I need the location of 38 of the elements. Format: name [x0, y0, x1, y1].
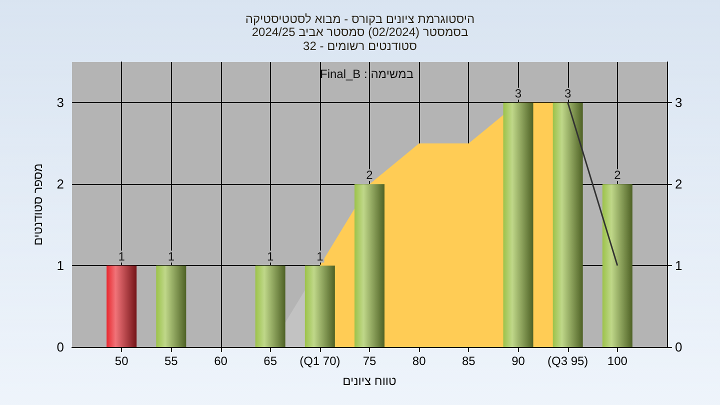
- y-tick-label: 3: [56, 95, 64, 110]
- y2-tick-label: 3: [675, 95, 682, 110]
- bar: [354, 184, 384, 347]
- x-tick-label: 50: [114, 354, 129, 368]
- data-label: 3: [564, 86, 572, 101]
- data-label: 3: [514, 86, 522, 101]
- y-tick-label: 0: [56, 340, 64, 354]
- y2-tick-label: 0: [675, 340, 682, 354]
- chart-title: היסטוגרמת ציונים בקורס - מבוא לסטטיסטיקה: [245, 12, 475, 26]
- data-label: 1: [316, 250, 324, 264]
- x-tick-label: 90: [512, 354, 526, 368]
- x-tick-label: 75: [362, 354, 376, 368]
- x-tick-label: 55: [164, 354, 178, 368]
- y2-tick-label: 1: [675, 258, 682, 274]
- y-tick-label: 2: [56, 176, 64, 192]
- data-label: 1: [266, 250, 274, 264]
- data-label: 1: [118, 250, 126, 264]
- bar: [106, 266, 137, 347]
- x-tick-label: 60: [214, 354, 228, 368]
- data-label: 2: [614, 168, 622, 182]
- y-axis-title: מספר סטודנטים: [31, 163, 45, 246]
- x-tick-label: 85: [462, 354, 476, 368]
- data-label: 2: [366, 168, 374, 182]
- bar: [503, 102, 534, 347]
- x-axis-title: טווח ציונים: [342, 374, 397, 388]
- bar: [602, 184, 632, 347]
- x-tick-label: (Q3 95): [547, 354, 588, 368]
- annotation: Final_B : במשימה: [320, 67, 414, 81]
- chart-subtitle: בסמסטר (02/2024) סמסטר אביב 2024/25 סטודנטים רשומים - 32: [252, 25, 468, 53]
- data-label: 1: [168, 250, 175, 264]
- y-tick-label: 1: [56, 258, 64, 274]
- bar: [156, 266, 186, 347]
- bar: [552, 102, 583, 347]
- x-tick-label: (Q1 70): [300, 354, 340, 368]
- x-tick-label: 65: [264, 354, 278, 368]
- y2-tick-label: 2: [675, 176, 682, 192]
- x-tick-label: 100: [607, 354, 628, 368]
- x-tick-label: 80: [412, 354, 426, 368]
